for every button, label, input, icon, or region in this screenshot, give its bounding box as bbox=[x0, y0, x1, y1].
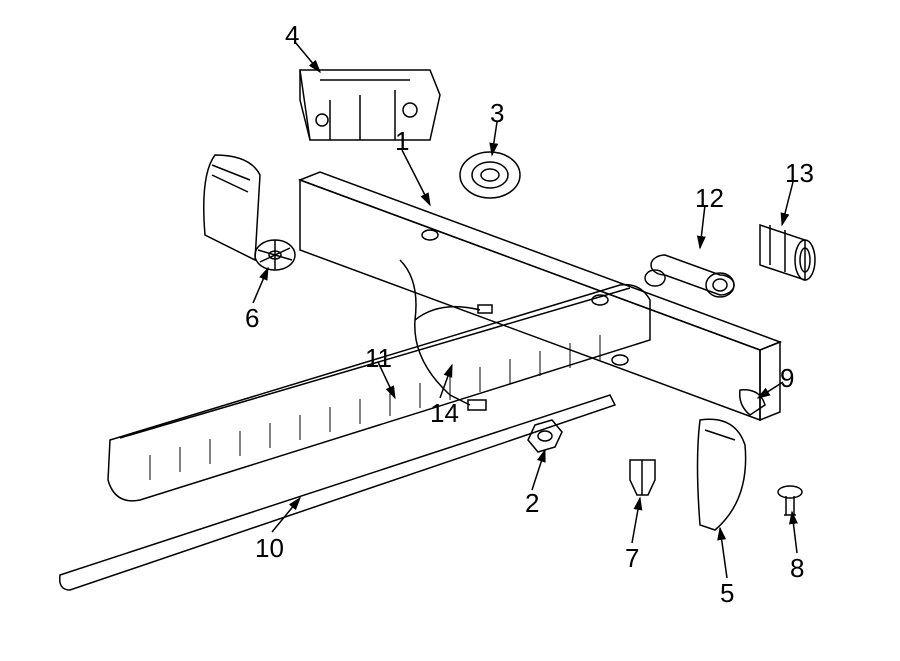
callout-4: 4 bbox=[285, 22, 299, 48]
callout-7: 7 bbox=[625, 545, 639, 571]
diagram-stage: 1 2 3 4 5 6 7 8 9 10 11 12 13 14 bbox=[0, 0, 900, 661]
mount-bracket bbox=[300, 70, 440, 140]
wire-harness bbox=[400, 260, 492, 410]
callout-9: 9 bbox=[780, 365, 794, 391]
callout-14: 14 bbox=[430, 400, 459, 426]
callout-13: 13 bbox=[785, 160, 814, 186]
grommet bbox=[255, 240, 295, 270]
callout-5: 5 bbox=[720, 580, 734, 606]
callout-8: 8 bbox=[790, 555, 804, 581]
callout-10: 10 bbox=[255, 535, 284, 561]
callout-2: 2 bbox=[525, 490, 539, 516]
callout-11: 11 bbox=[365, 345, 392, 371]
round-bezel bbox=[460, 152, 520, 198]
parts-svg bbox=[0, 0, 900, 661]
callout-1: 1 bbox=[395, 128, 409, 154]
callout-3: 3 bbox=[490, 100, 504, 126]
sensor-retainer bbox=[760, 225, 815, 280]
nut bbox=[528, 420, 562, 452]
callout-12: 12 bbox=[695, 185, 724, 211]
end-cap-right bbox=[698, 419, 746, 530]
callout-6: 6 bbox=[245, 305, 259, 331]
sensor bbox=[645, 255, 734, 297]
clip bbox=[630, 460, 655, 495]
corner-trim bbox=[740, 390, 765, 415]
push-rivet bbox=[778, 486, 802, 515]
step-pad bbox=[108, 285, 650, 501]
end-cap-left bbox=[204, 155, 260, 260]
